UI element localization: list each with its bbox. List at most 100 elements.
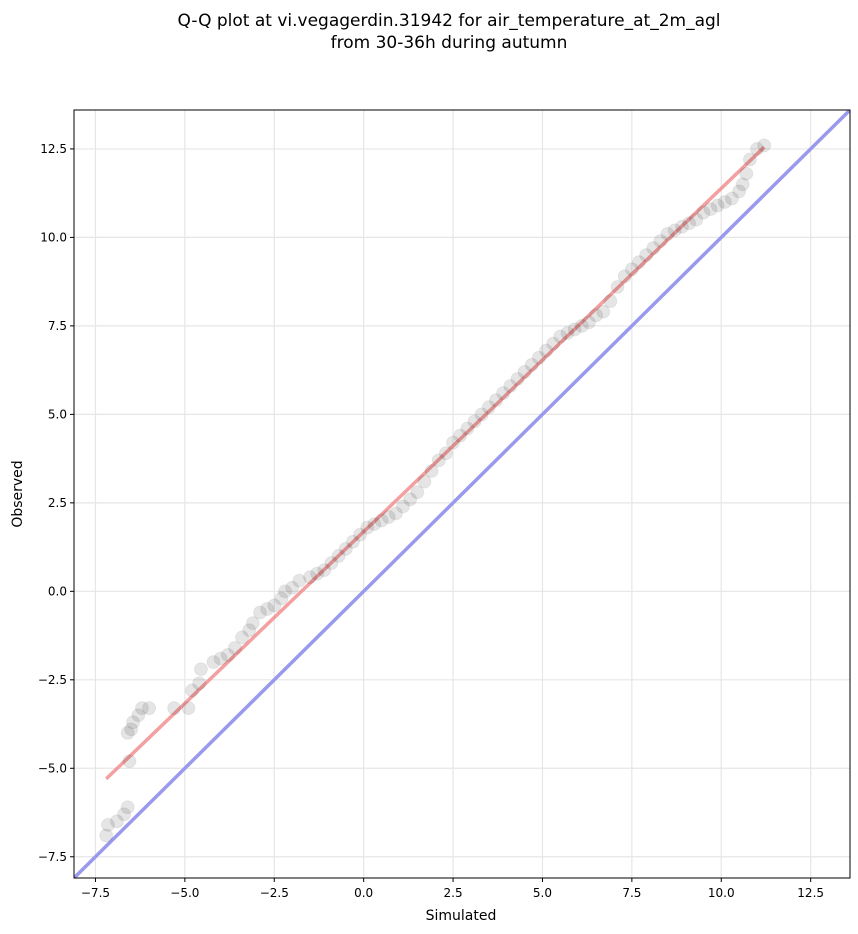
quantile-point-27 bbox=[274, 591, 289, 606]
quantile-point-60 bbox=[510, 371, 525, 386]
quantile-point-84 bbox=[682, 216, 697, 231]
quantile-point-61 bbox=[517, 364, 532, 379]
y-tick-label-2: −2.5 bbox=[38, 673, 67, 687]
quantile-point-70 bbox=[581, 315, 596, 330]
chart-title-line2: from 30-36h during autumn bbox=[331, 33, 568, 53]
quantile-point-85 bbox=[689, 212, 704, 227]
x-tick-label-7: 10.0 bbox=[708, 886, 735, 900]
quantile-point-62 bbox=[524, 357, 539, 372]
quantile-point-16 bbox=[193, 662, 208, 677]
quantile-point-28 bbox=[277, 584, 292, 599]
quantile-point-92 bbox=[735, 177, 750, 192]
y-tick-label-7: 10.0 bbox=[40, 230, 67, 244]
quantile-point-3 bbox=[117, 807, 132, 822]
x-tick-label-0: −7.5 bbox=[81, 886, 110, 900]
quantile-point-43 bbox=[388, 506, 403, 521]
quantile-point-9 bbox=[131, 708, 146, 723]
quantile-point-96 bbox=[757, 138, 772, 153]
quantile-point-13 bbox=[181, 701, 196, 716]
quantile-point-17 bbox=[206, 655, 221, 670]
quantile-point-53 bbox=[460, 421, 475, 436]
quantile-point-68 bbox=[567, 322, 582, 337]
quantile-point-90 bbox=[724, 191, 739, 206]
quantile-point-11 bbox=[142, 701, 157, 716]
quantile-point-22 bbox=[242, 623, 257, 638]
quantile-point-24 bbox=[252, 605, 267, 620]
quantile-point-49 bbox=[431, 453, 446, 468]
quantile-point-14 bbox=[185, 683, 200, 698]
quantile-point-72 bbox=[596, 304, 611, 319]
plot-frame bbox=[73, 109, 851, 879]
quantile-point-18 bbox=[213, 651, 228, 666]
y-axis-label: Observed bbox=[10, 460, 26, 527]
quantile-point-48 bbox=[424, 463, 439, 478]
x-tick-label-8: 12.5 bbox=[797, 886, 824, 900]
quantile-point-69 bbox=[574, 318, 589, 333]
quantile-point-74 bbox=[610, 279, 625, 294]
x-axis-label: Simulated bbox=[426, 908, 497, 924]
y-tick-label-8: 12.5 bbox=[40, 142, 67, 156]
quantile-points bbox=[99, 138, 772, 843]
y-tick-label-5: 5.0 bbox=[48, 407, 67, 421]
quantile-point-87 bbox=[703, 202, 718, 217]
quantile-point-21 bbox=[235, 630, 250, 645]
quantile-point-73 bbox=[603, 294, 618, 309]
quantile-point-4 bbox=[120, 800, 135, 815]
quantile-point-77 bbox=[632, 255, 647, 270]
quantile-point-86 bbox=[696, 205, 711, 220]
quantile-point-44 bbox=[395, 499, 410, 514]
quantile-point-10 bbox=[134, 701, 149, 716]
x-axis: −7.5 −5.0 −2.5 0.0 2.5 5.0 7.5 10.0 12.5 bbox=[81, 878, 824, 900]
chart-title-line1: Q-Q plot at vi.vegagerdin.31942 for air_… bbox=[177, 11, 720, 31]
quantile-point-1 bbox=[100, 817, 115, 832]
grid bbox=[74, 110, 850, 878]
x-tick-label-4: 2.5 bbox=[444, 886, 463, 900]
quantile-point-66 bbox=[553, 329, 568, 344]
quantile-point-78 bbox=[639, 248, 654, 263]
quantile-point-89 bbox=[717, 195, 732, 210]
quantile-point-46 bbox=[410, 485, 425, 500]
quantile-point-31 bbox=[303, 570, 318, 585]
x-tick-label-3: 0.0 bbox=[354, 886, 373, 900]
quantile-point-71 bbox=[589, 308, 604, 323]
quantile-point-12 bbox=[167, 701, 182, 716]
quantile-point-7 bbox=[124, 722, 139, 737]
y-axis: −7.5 −5.0 −2.5 0.0 2.5 5.0 7.5 10.0 12.5 bbox=[38, 142, 74, 864]
y-tick-label-4: 2.5 bbox=[48, 496, 67, 510]
quantile-point-8 bbox=[126, 715, 141, 730]
quantile-point-25 bbox=[260, 602, 275, 617]
x-tick-label-2: −2.5 bbox=[260, 886, 289, 900]
quantile-point-40 bbox=[367, 517, 382, 532]
quantile-point-6 bbox=[120, 725, 135, 740]
quantile-point-58 bbox=[496, 386, 511, 401]
quantile-point-5 bbox=[122, 754, 137, 769]
y-tick-label-0: −7.5 bbox=[38, 850, 67, 864]
quantile-point-35 bbox=[331, 548, 346, 563]
quantile-point-80 bbox=[653, 233, 668, 248]
quantile-point-0 bbox=[99, 828, 114, 843]
y-tick-label-3: 0.0 bbox=[48, 584, 67, 598]
quantile-point-93 bbox=[739, 166, 754, 181]
quantile-point-64 bbox=[539, 343, 554, 358]
quantile-point-88 bbox=[710, 198, 725, 213]
quantile-point-47 bbox=[417, 474, 432, 489]
quantile-point-19 bbox=[220, 648, 235, 663]
quantile-point-41 bbox=[374, 513, 389, 528]
quantile-point-30 bbox=[292, 573, 307, 588]
quantile-point-94 bbox=[742, 152, 757, 167]
quantile-point-56 bbox=[481, 400, 496, 415]
quantile-point-81 bbox=[660, 226, 675, 241]
quantile-point-95 bbox=[750, 141, 765, 156]
quantile-point-55 bbox=[474, 407, 489, 422]
quantile-point-42 bbox=[381, 510, 396, 525]
quantile-point-75 bbox=[617, 269, 632, 284]
quantile-point-57 bbox=[488, 393, 503, 408]
quantile-point-15 bbox=[192, 676, 207, 691]
fit-line bbox=[104, 145, 766, 781]
quantile-point-33 bbox=[317, 563, 332, 578]
quantile-point-32 bbox=[310, 566, 325, 581]
quantile-point-2 bbox=[109, 814, 124, 829]
quantile-point-76 bbox=[624, 262, 639, 277]
quantile-point-36 bbox=[338, 541, 353, 556]
